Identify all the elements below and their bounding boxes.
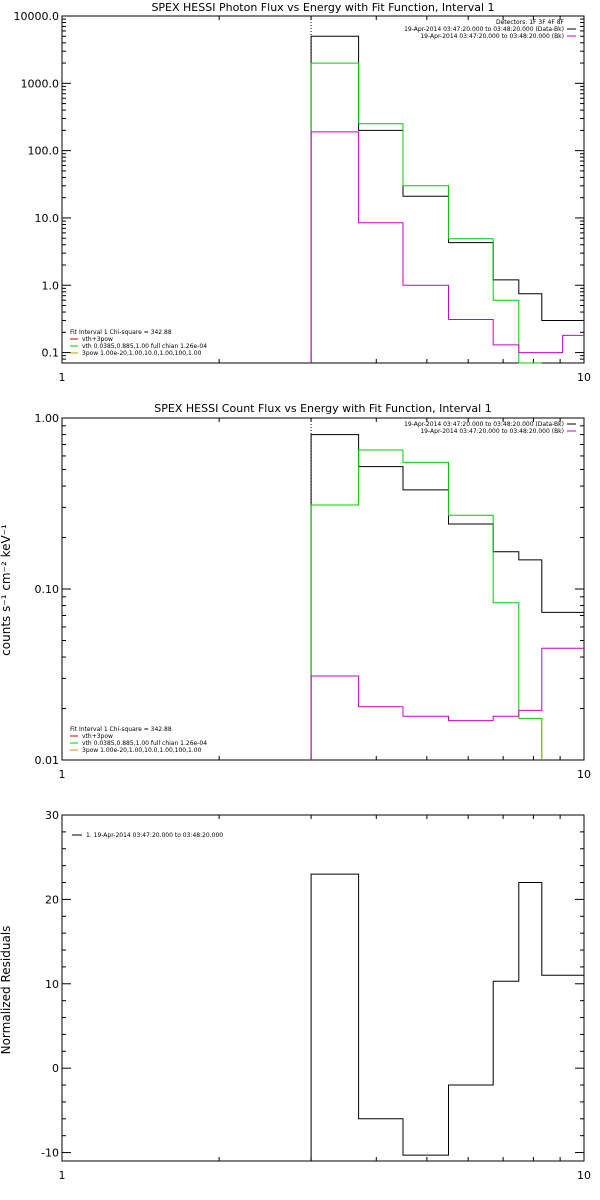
x-tick-label: 10 [577,1169,591,1182]
y-tick-label: 0 [52,1062,59,1075]
y-tick-label: 0.01 [35,754,60,767]
legend-entry: 3pow 1.00e-20,1.00,10.0,1.00,100,1.00 [82,747,202,754]
x-tick-label: 10 [577,768,591,781]
legend-entry: Fit Interval 1 Chi-square = 342.88 [70,329,172,336]
y-tick-label: 20 [45,893,59,906]
series-line [310,647,584,760]
series-line [310,35,584,363]
series-line [310,434,584,760]
y-tick-label: 30 [45,809,59,822]
y-tick-label: 100.0 [28,145,60,158]
count-flux-panel: SPEX HESSI Count Flux vs Energy with Fit… [0,402,591,781]
residuals-panel: Normalized Residuals 1 10 -10 0 10 20 30 1. 19-… [0,809,591,1182]
residuals-marks: 1 10 -10 0 10 20 30 1. 19-Apr-2014 03:47:20.000… [41,809,591,1182]
y-tick-label: 0.10 [35,583,60,596]
panel-title: SPEX HESSI Count Flux vs Energy with Fit… [154,402,491,415]
legend-entry: vth 0.0385,0.885,1.00 full chian 1.26e-0… [82,343,207,350]
legend-entry: vth+3pow [82,336,113,343]
y-tick-label: 1000.0 [21,77,60,90]
legend-entry: 19-Apr-2014 03:47:20.000 to 03:48:20.000… [420,33,564,40]
plot-frame [61,814,585,1162]
x-tick-label: 1 [59,768,66,781]
photon-flux-panel: SPEX HESSI Photon Flux vs Energy with Fi… [14,1,592,384]
plot-frame [61,417,585,761]
series-line [310,131,584,363]
x-tick-label: 1 [59,1169,66,1182]
x-tick-label: 1 [59,371,66,384]
y-tick-label: 10.0 [35,212,60,225]
series-line [310,62,542,364]
legend-entry: Detectors: 1F 3F 4F 8F [496,19,565,26]
legend-entry: Fit Interval 1 Chi-square = 342.88 [70,726,172,733]
count-flux-marks: 1 10 0.01 0.10 1.00 19-Apr-2014 03:47:20.000 … [35,412,592,781]
legend-entry: vth 0.0385,0.885,1.00 full chian 1.26e-0… [82,740,207,747]
legend-entry: 19-Apr-2014 03:47:20.000 to 03:48:20.000… [420,428,564,435]
y-tick-label: -10 [41,1147,59,1160]
legend-entry: vth+3pow [82,733,113,740]
legend-entry: 1. 19-Apr-2014 03:47:20.000 to 03:48:20.… [86,832,223,839]
x-tick-label: 10 [577,371,591,384]
plot-frame [61,15,585,364]
series-line [310,873,584,1161]
legend-entry: 3pow 1.00e-20,1.00,10.0,1.00,100,1.00 [82,350,202,357]
panel-title: SPEX HESSI Photon Flux vs Energy with Fi… [151,1,494,14]
photon-flux-marks: 1 10 0.1 1.0 10.0 100.0 1000.0 10000.0 Detectors… [14,10,592,384]
y-tick-label: 10 [45,978,59,991]
y-axis-label: Normalized Residuals [0,926,13,1055]
y-axis-label: counts s⁻¹ cm⁻² keV⁻¹ [0,524,13,656]
legend-entry: 19-Apr-2014 03:47:20.000 to 03:48:20.000… [404,26,564,33]
legend-entry: 19-Apr-2014 03:47:20.000 to 03:48:20.000… [404,421,564,428]
y-tick-label: 0.1 [42,347,60,360]
y-tick-label: 1.00 [35,412,60,425]
series-line [310,449,543,760]
y-tick-label: 10000.0 [14,10,60,23]
y-tick-label: 1.0 [42,279,60,292]
